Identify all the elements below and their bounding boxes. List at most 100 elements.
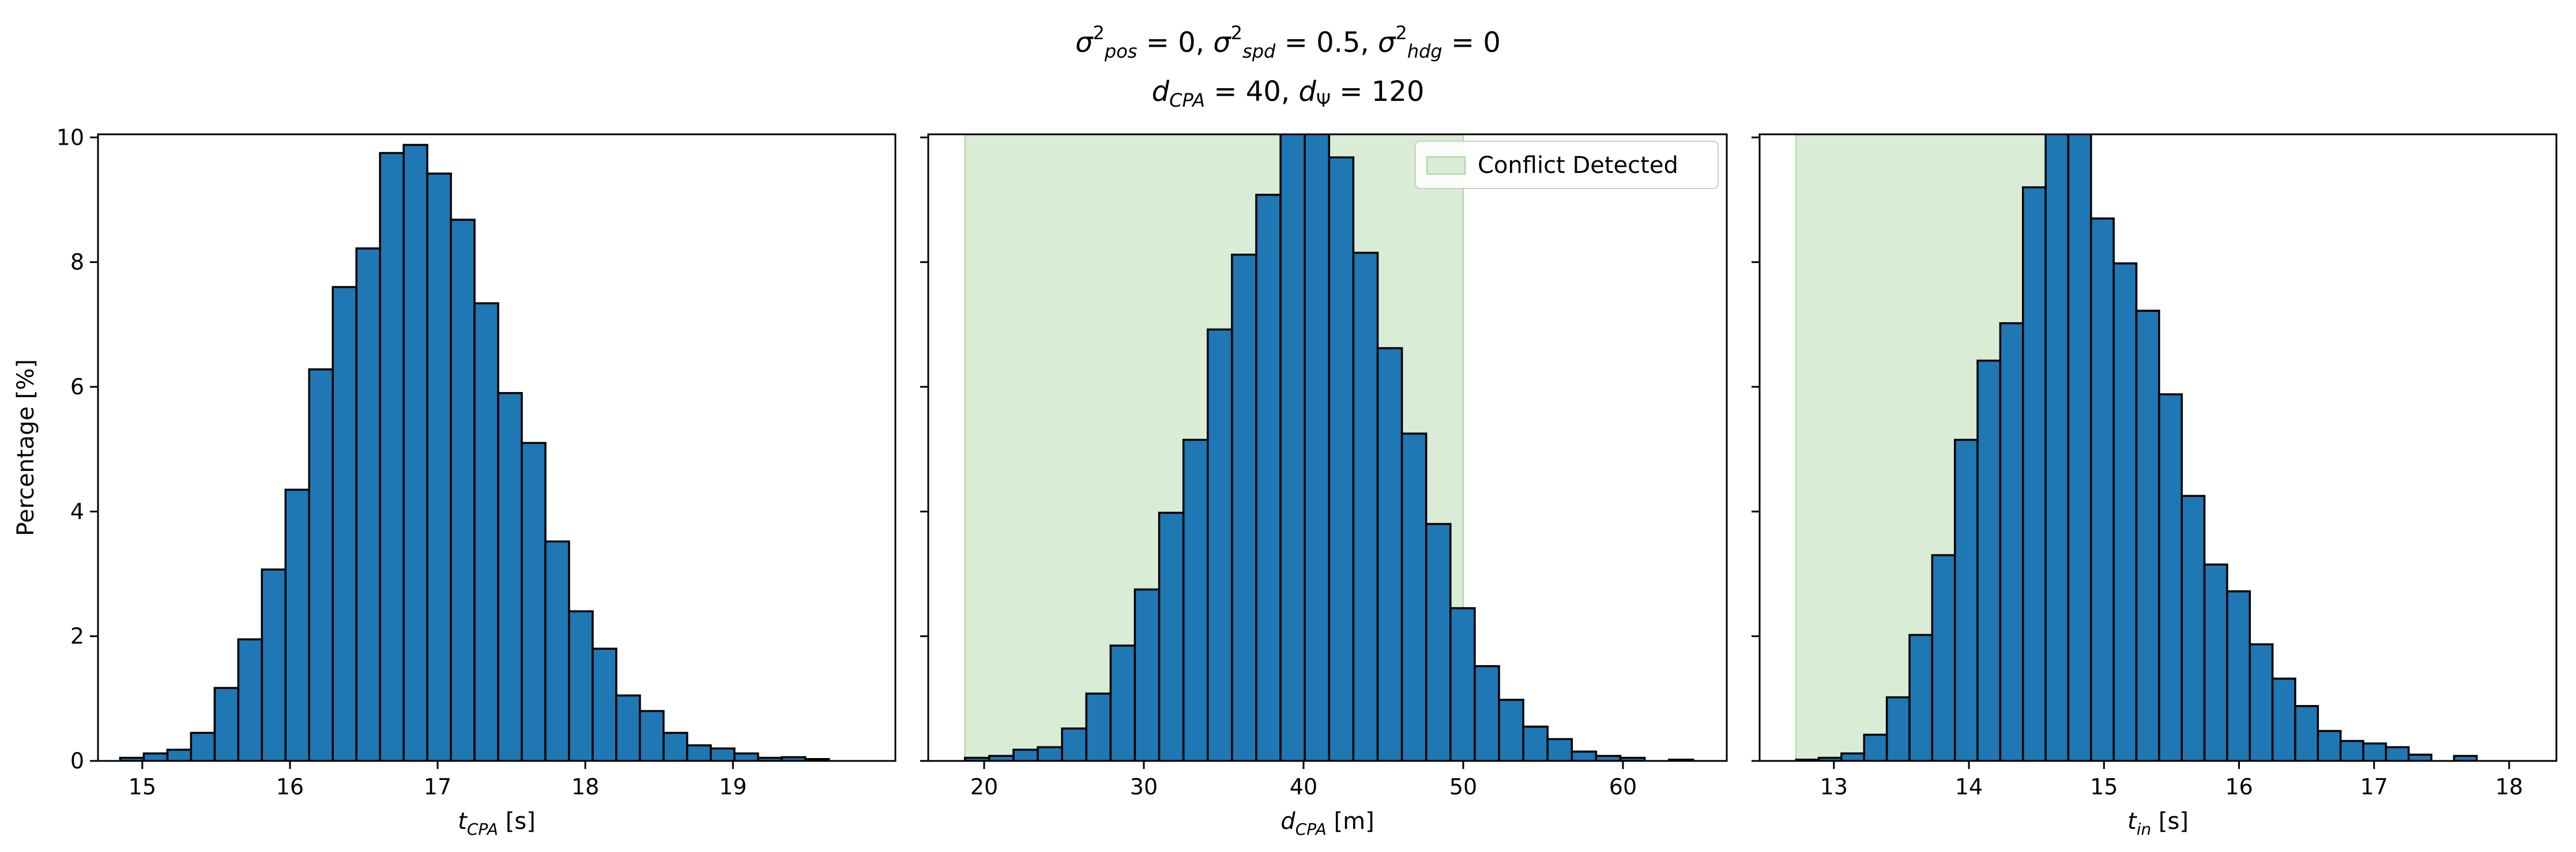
axes-frame [97, 133, 897, 762]
histogram-bar [1255, 194, 1282, 761]
histogram-bar [2385, 746, 2410, 761]
histogram-bar [2407, 753, 2432, 761]
histogram-bar [379, 152, 405, 761]
histogram-bar [1182, 439, 1209, 761]
histogram-bar [2362, 742, 2387, 761]
histogram-bar [308, 368, 334, 761]
histogram-bar [1133, 588, 1161, 761]
histogram-bar [1885, 696, 1911, 761]
histogram-bar [2203, 563, 2228, 761]
x-tick-label: 40 [1290, 774, 1317, 800]
histogram-bar [2090, 217, 2115, 761]
x-tick-label: 14 [1955, 774, 1983, 800]
histogram-bar [284, 488, 310, 761]
histogram-bar [402, 144, 428, 761]
histogram-bar [261, 568, 287, 761]
histogram-bar [2112, 262, 2138, 761]
histogram-bar [1449, 607, 1476, 761]
histogram-bar [1522, 725, 1549, 761]
y-axis-label: Percentage [%] [13, 359, 39, 536]
x-tick-label: 17 [2360, 774, 2388, 800]
legend: Conflict Detected [1415, 141, 1719, 189]
legend-box [1415, 141, 1719, 189]
histogram-bar [190, 732, 216, 761]
histogram-bar [1328, 156, 1355, 761]
histogram-bar [332, 286, 357, 761]
histogram-bar [662, 732, 688, 761]
figure-suptitle: σ2pos = 0, σ2spd = 0.5, σ2hdg = 0 dCPA =… [0, 13, 2576, 120]
histogram-bar [213, 687, 240, 761]
x-axis-label: tin [s] [2127, 808, 2189, 839]
legend-label: Conflict Detected [1478, 152, 1678, 179]
plot-area [119, 144, 830, 761]
histogram-bar [1571, 751, 1598, 761]
histogram-bar [686, 744, 712, 761]
subplot-1: 15 16 17 18 19 0 2 4 6 8 10 tCPA [s] [57, 125, 897, 839]
histogram-bar [1931, 554, 1956, 761]
histogram-bar [355, 247, 381, 761]
x-tick-label: 20 [970, 774, 998, 800]
legend-swatch [1426, 156, 1466, 175]
histogram-bar [1908, 634, 1934, 761]
histogram-bar [426, 172, 452, 761]
y-tick-label: 8 [70, 250, 84, 275]
histogram-bar [1109, 644, 1136, 761]
x-tick-label: 16 [276, 774, 304, 800]
histogram-bar [1158, 511, 1185, 761]
histogram-bar [166, 748, 193, 761]
histogram-bar [2249, 643, 2274, 761]
histogram-bar [2271, 677, 2296, 761]
histogram-bar [1840, 752, 1866, 761]
axes-frame [1758, 133, 2558, 762]
histogram-bar [1425, 523, 1452, 761]
histogram-bar [2067, 134, 2092, 761]
subplot-3: 13 14 15 16 17 18 tin [s] [1752, 133, 2558, 839]
histogram-bar [2044, 134, 2070, 761]
histogram-bar [1279, 134, 1306, 761]
histogram-bar [1999, 322, 2024, 761]
histogram-bar [1400, 432, 1428, 761]
histogram-bar [2158, 393, 2183, 761]
histogram-bar [639, 710, 665, 761]
histogram-bar [2135, 310, 2160, 761]
x-tick-label: 60 [1609, 774, 1637, 800]
suptitle-line-1: σ2pos = 0, σ2spd = 0.5, σ2hdg = 0 [1075, 22, 1501, 62]
histogram-bar [1863, 733, 1888, 761]
x-tick-label: 18 [2495, 774, 2523, 800]
histogram-bar [1037, 746, 1063, 761]
subplot-2: 20 30 40 50 60 dCPA [m] Conflict Detected [920, 133, 1728, 839]
histogram-bar [1231, 253, 1257, 761]
histogram-bar [1207, 328, 1233, 761]
histogram-bar [615, 694, 641, 761]
histogram-bar [450, 218, 476, 761]
x-axis-label: tCPA [s] [458, 808, 536, 839]
histogram-bar [568, 610, 594, 761]
x-tick-label: 15 [129, 774, 156, 800]
histogram-bar [142, 752, 169, 761]
histogram-bar [1061, 727, 1087, 761]
x-tick-label: 50 [1449, 774, 1477, 800]
x-tick-label: 15 [2090, 774, 2118, 800]
histogram-bar [2294, 705, 2319, 761]
histogram-bar [592, 647, 617, 761]
suptitle-line-2: dCPA = 40, dΨ = 120 [1151, 76, 1425, 111]
plot-area [963, 134, 1694, 761]
histogram-bar [521, 442, 547, 761]
histogram-bar [1352, 251, 1379, 761]
histogram-bar [2339, 740, 2364, 761]
histogram-bar [1546, 738, 1573, 761]
histogram-bar [2317, 730, 2342, 761]
histogram-bar [497, 392, 523, 761]
histogram-bar [1976, 359, 2002, 761]
histogram-bar [2453, 755, 2478, 761]
histogram-bar [1474, 665, 1500, 761]
histogram-bar [1085, 692, 1112, 761]
histogram-bar [2180, 495, 2206, 761]
y-tick-label: 0 [70, 748, 84, 774]
x-tick-label: 30 [1130, 774, 1158, 800]
histogram-bar [544, 540, 570, 761]
plot-area [1795, 134, 2478, 761]
x-tick-label: 16 [2225, 774, 2253, 800]
histogram-bar [1619, 756, 1646, 761]
